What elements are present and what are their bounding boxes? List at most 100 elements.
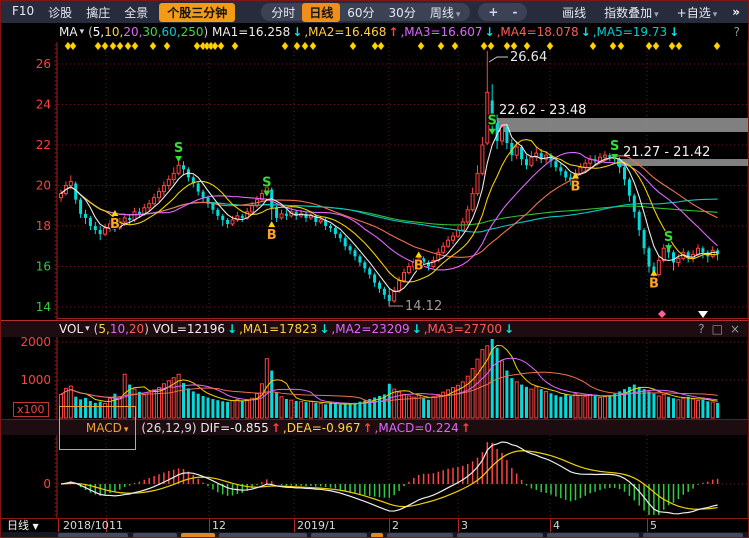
diamond-icon: [713, 41, 721, 51]
pane-maximize-icon[interactable]: □: [711, 322, 723, 336]
ma-value-arrow-3: ↓: [580, 25, 591, 39]
toolbar-menu: F10 诊股 擒庄 全景: [5, 4, 155, 21]
buy-arrow-icon: [415, 251, 423, 258]
sell-signal: S: [488, 114, 497, 129]
diamond-icon: [377, 41, 385, 51]
macd-value-part-2: ,MACD=0.224: [374, 420, 459, 435]
ma-value-arrow-4: ↓: [669, 25, 680, 39]
top-toolbar: F10 诊股 擒庄 全景 个股三分钟 分时 日线 60分 30分 周线 ▾ + - 画线 指数叠加…: [1, 1, 748, 23]
diamond-icon: [480, 41, 488, 51]
bottom-period-label[interactable]: 日线 ▼: [7, 519, 39, 532]
volume-ma-line: [60, 371, 718, 403]
toolbar-right-item-2[interactable]: +自选 ▾: [676, 5, 718, 20]
diamond-icon: [94, 41, 102, 51]
horizontal-scrollbar[interactable]: [1, 532, 748, 537]
vol-label[interactable]: VOL: [59, 322, 84, 336]
macd-params: (26,12,9): [141, 420, 201, 435]
tab-period-1[interactable]: 日线: [302, 2, 341, 22]
menu-item-2[interactable]: 擒庄: [86, 5, 111, 20]
pane-close-icon[interactable]: ×: [729, 322, 740, 336]
scrollbar-segment: [643, 533, 743, 537]
ma-label[interactable]: MA: [59, 25, 78, 39]
scrollbar-segment: [181, 533, 215, 537]
vol-value-part-1: ,MA1=17823: [239, 322, 318, 336]
ma-param-part-7: ): [203, 25, 213, 39]
zoom-out-button[interactable]: -: [512, 5, 518, 19]
stock-3min-button[interactable]: 个股三分钟: [159, 2, 236, 22]
tab-period-0[interactable]: 分时: [271, 5, 296, 20]
sell-zone-bands: [497, 118, 748, 166]
annotation-low: 14.12: [405, 299, 442, 314]
ma-value-arrow-0: ↓: [292, 25, 303, 39]
diamond-icon: [451, 41, 459, 51]
sell-zone-band: [617, 159, 748, 166]
candlesticks: [59, 51, 720, 305]
ma-value-part-4: ,MA5=19.73: [592, 25, 668, 39]
macd-value-part-0: DIF=-0.855: [200, 420, 269, 435]
date-tick: [209, 519, 210, 532]
diamond-icon: [109, 41, 117, 51]
annotation-sell-zone-1: 22.62 - 23.48: [499, 103, 586, 118]
date-label-1: 11: [109, 519, 123, 532]
diamond-icon: [652, 41, 660, 51]
diamond-icon: [69, 41, 77, 51]
macd-values: DIF=-0.855 ↑ ,DEA=-0.967 ↑ ,MACD=0.224 ↑: [200, 421, 472, 435]
diamond-icon: [131, 41, 139, 51]
buy-signal: B: [649, 277, 659, 292]
sell-arrow-icon: [175, 156, 183, 163]
date-tick: [550, 519, 551, 532]
diamond-icon: [510, 41, 518, 51]
menu-item-1[interactable]: 诊股: [48, 5, 73, 20]
ma-value-part-2: ,MA3=16.607: [400, 25, 483, 39]
menu-item-3[interactable]: 全景: [124, 5, 149, 20]
toolbar-right-item-1[interactable]: 指数叠加 ▾: [604, 5, 659, 20]
ma-param-part-0: (: [88, 25, 93, 39]
tab-period-2[interactable]: 60分: [347, 5, 375, 20]
toolbar-right-item-0[interactable]: 画线: [562, 5, 587, 20]
macd-value-arrow-2: ↑: [460, 420, 471, 435]
ma-params: (5,10,20,30,60,250): [88, 25, 212, 39]
date-tick: [58, 519, 59, 532]
vol-indicator-header: VOL ▾ (5,10,20) VOL=12196 ↓ ,MA1=17823 ↓ ,MA…: [1, 320, 748, 337]
pane-help-icon[interactable]: ?: [698, 322, 705, 336]
diamond-icon: [301, 41, 309, 51]
chevron-down-icon: ▾: [712, 9, 718, 20]
zoom-in-button[interactable]: +: [488, 5, 499, 19]
vol-value-part-3: ,MA3=27700: [423, 322, 502, 336]
diamond-icon: [609, 41, 617, 51]
tab-period-4[interactable]: 周线 ▾: [429, 5, 461, 20]
ma-value-arrow-2: ↓: [484, 25, 495, 39]
volume-ma-line: [60, 357, 718, 404]
macd-value-arrow-0: ↑: [270, 420, 281, 435]
vol-value-part-0: VOL=12196: [152, 322, 226, 336]
ma-indicator-header: MA ▾ (5,10,20,30,60,250) MA1=16.258 ↓ ,MA2…: [1, 23, 748, 41]
diamond-icon: [149, 41, 157, 51]
buy-signal: B: [571, 180, 581, 195]
sell-arrow-icon: [488, 128, 496, 135]
tab-period-3[interactable]: 30分: [388, 5, 416, 20]
vol-dropdown-icon[interactable]: ▾: [85, 324, 90, 334]
macd-selector[interactable]: MACD ▾: [59, 405, 137, 450]
vol-param-part-3: 20: [128, 322, 145, 336]
help-icon[interactable]: ?: [733, 25, 740, 39]
toolbar-right-group: 画线 指数叠加 ▾ +自选 ▾: [555, 4, 724, 21]
menu-item-0[interactable]: F10: [12, 3, 35, 18]
scrollbar-segment: [58, 533, 128, 537]
collapse-panel-icon[interactable]: »: [732, 5, 740, 19]
sell-signal: S: [174, 141, 183, 156]
ma20-line: [60, 152, 718, 271]
ma-dropdown-icon[interactable]: ▾: [79, 27, 85, 37]
macd-pane: [60, 441, 719, 515]
sell-signal: S: [664, 230, 673, 245]
price-tick-label: 18: [36, 219, 51, 233]
ma-value-part-1: ,MA2=16.468: [304, 25, 387, 39]
buy-signal: B: [414, 258, 424, 273]
price-tick-label: 16: [36, 260, 51, 274]
date-axis: 日线 ▼ 2018/10 11 12 2019/1 2 3 4 5: [1, 518, 748, 532]
buy-arrow-icon: [650, 269, 658, 276]
zoom-button-group: + -: [478, 3, 528, 21]
chevron-down-icon: ▾: [455, 9, 461, 20]
date-label-7: 5: [650, 519, 657, 532]
vol-param-part-1: 5,: [98, 322, 110, 336]
